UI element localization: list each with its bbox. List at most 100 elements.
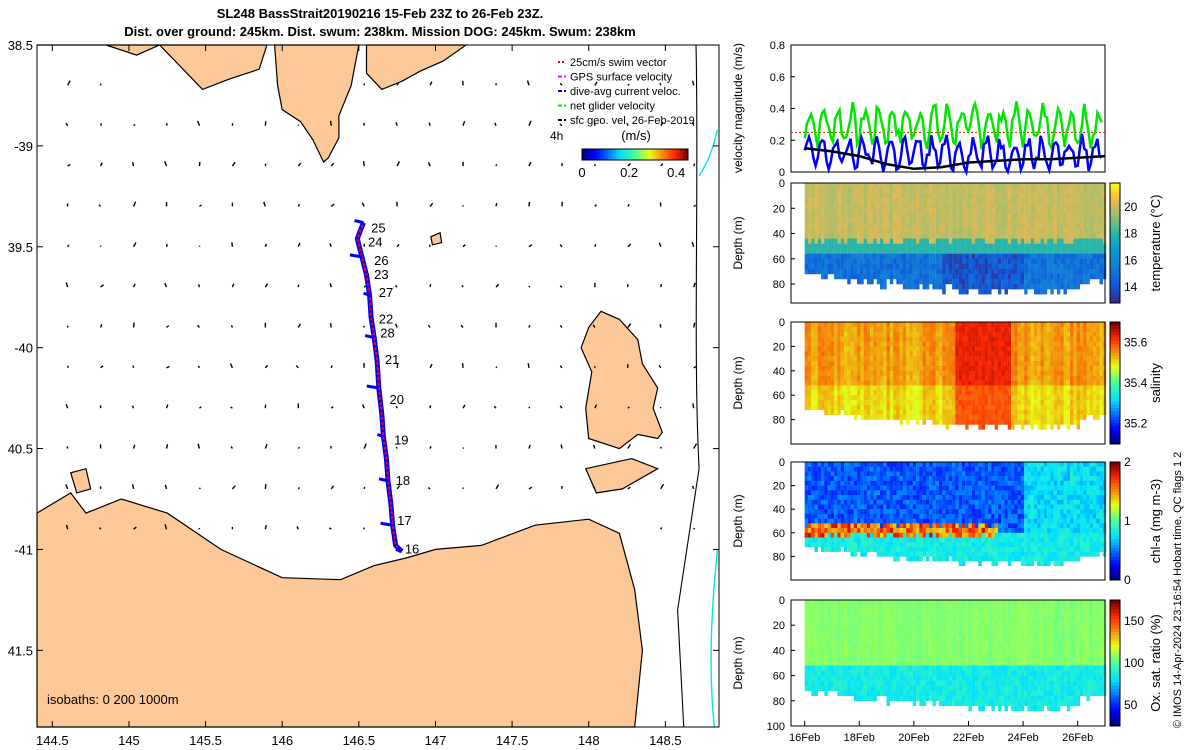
temp-cell <box>1037 279 1041 285</box>
temp-cell <box>919 273 923 280</box>
sal-cell <box>971 400 976 406</box>
sal-cell <box>886 404 890 411</box>
temp-cell <box>991 243 995 249</box>
sal-cell <box>847 375 851 381</box>
temp-cell <box>811 238 815 244</box>
sal-cell <box>853 346 858 352</box>
chl-cell <box>850 518 854 524</box>
temp-cell <box>948 208 953 214</box>
chl-cell <box>909 551 913 557</box>
sal-cell <box>997 365 1002 372</box>
sal-cell <box>860 365 864 372</box>
temp-cell <box>925 188 930 194</box>
velocity-arrow <box>691 241 695 247</box>
sal-cell <box>958 395 963 401</box>
sal-cell <box>919 356 923 362</box>
sal-cell <box>880 356 884 362</box>
temp-cell <box>1089 268 1094 275</box>
sal-cell <box>955 409 959 415</box>
temp-cell <box>1056 263 1061 270</box>
temp-cell <box>837 253 841 260</box>
sal-cell <box>889 414 894 420</box>
temp-cell <box>1076 188 1081 194</box>
sal-cell <box>1034 370 1038 376</box>
temp-cell <box>876 248 881 254</box>
temp-cell <box>811 193 815 199</box>
sal-cell <box>955 346 959 352</box>
temp-cell <box>857 183 861 189</box>
sal-cell <box>1020 351 1025 357</box>
chl-cell <box>853 542 858 548</box>
temp-cell <box>1037 268 1041 275</box>
sal-cell <box>1066 395 1071 401</box>
temp-cell <box>896 193 900 199</box>
temp-cell <box>1099 238 1103 244</box>
temp-cell <box>916 228 920 234</box>
sal-cell <box>945 326 949 333</box>
temp-cell <box>1073 253 1077 260</box>
temp-cell <box>1089 243 1094 249</box>
temp-cell <box>1053 183 1058 189</box>
chl-cell <box>919 476 923 482</box>
temp-cell <box>866 203 871 209</box>
temp-cell <box>857 188 861 194</box>
sal-cell <box>968 370 972 376</box>
chl-cell <box>886 518 890 524</box>
sal-cell <box>952 351 956 357</box>
temp-cell <box>840 253 845 260</box>
sal-cell <box>916 322 920 328</box>
chl-cell <box>896 471 900 477</box>
temp-cell <box>1004 279 1008 285</box>
sal-cell <box>958 322 963 328</box>
temp-cell <box>893 263 897 270</box>
sal-cell <box>975 365 979 372</box>
sal-cell <box>961 414 966 420</box>
sal-cell <box>978 351 982 357</box>
sal-cell <box>1017 346 1022 352</box>
sal-cell <box>1060 380 1064 386</box>
temp-cell <box>1073 273 1077 280</box>
sal-cell <box>1083 409 1087 415</box>
sal-cell <box>1037 414 1041 420</box>
sal-cell <box>837 341 841 347</box>
temp-cell <box>916 193 920 199</box>
temp-cell <box>880 268 884 275</box>
sal-cell <box>830 326 835 333</box>
temp-cell <box>896 188 900 194</box>
sal-cell <box>1073 390 1077 396</box>
sal-cell <box>925 370 930 376</box>
sal-cell <box>1011 375 1015 381</box>
temp-cell <box>968 228 972 234</box>
velocity-arrow <box>494 122 497 126</box>
temp-cell <box>1083 268 1087 275</box>
sal-cell <box>1079 336 1084 342</box>
temp-cell <box>978 208 982 214</box>
temp-cell <box>870 238 874 244</box>
temp-cell <box>1011 183 1015 189</box>
sal-cell <box>1004 356 1008 362</box>
sal-cell <box>1066 424 1071 430</box>
sal-cell <box>830 400 835 406</box>
temp-cell <box>1024 263 1028 270</box>
sal-cell <box>821 346 825 352</box>
chl-cell <box>850 551 854 557</box>
chl-cell <box>889 476 894 482</box>
sal-cell <box>830 341 835 347</box>
chl-cell <box>912 556 917 562</box>
temp-cell <box>1020 183 1025 189</box>
temp-cell <box>909 228 913 234</box>
temp-cell <box>909 238 913 244</box>
temp-cell <box>945 188 949 194</box>
chl-cell <box>807 513 812 519</box>
sal-cell <box>1004 409 1008 415</box>
temp-cell <box>978 218 982 224</box>
colorbar-cell <box>652 149 655 160</box>
temp-cell <box>1001 188 1005 194</box>
legend-label: 25cm/s swim vector <box>570 57 667 69</box>
sal-cell <box>991 404 995 411</box>
temp-cell <box>968 258 972 265</box>
temp-cell <box>935 233 940 239</box>
sal-cell <box>1056 375 1061 381</box>
sal-colorbar-cell <box>1110 370 1120 375</box>
chl-cell <box>827 485 832 491</box>
